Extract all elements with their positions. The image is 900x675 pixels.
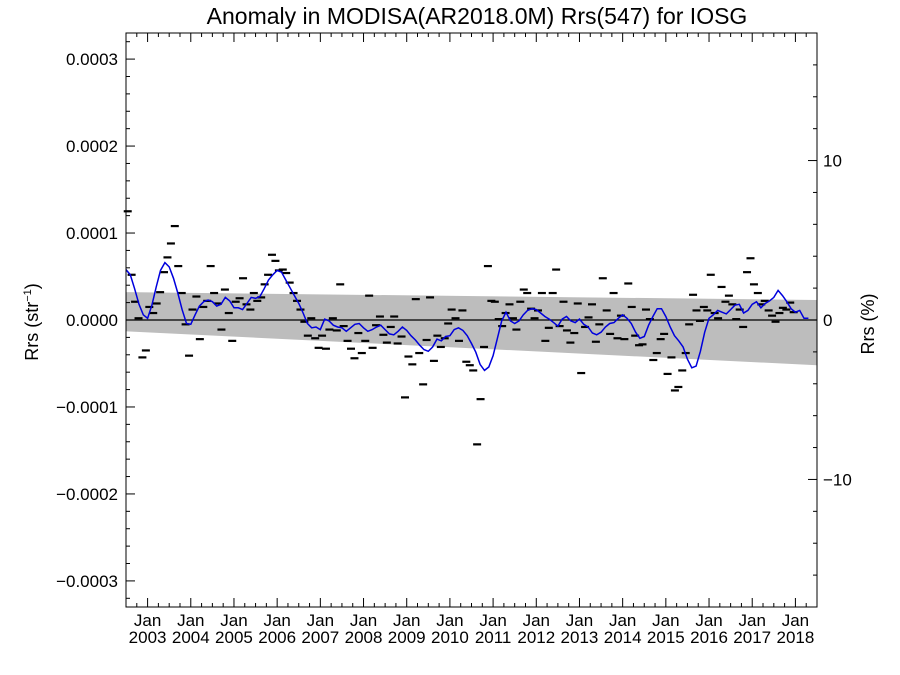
y2-axis-label: Rrs (%) bbox=[858, 294, 878, 355]
axes bbox=[125, 32, 818, 608]
x-tick-month: Jan bbox=[263, 611, 290, 630]
x-tick-year: 2004 bbox=[172, 628, 210, 647]
x-tick-year: 2015 bbox=[647, 628, 685, 647]
x-tick-year: 2006 bbox=[258, 628, 296, 647]
smoothed-anomaly-line bbox=[125, 261, 809, 372]
x-tick-month: Jan bbox=[782, 611, 809, 630]
x-tick-year: 2008 bbox=[345, 628, 383, 647]
x-tick-month: Jan bbox=[307, 611, 334, 630]
y-tick-label: 0.0000 bbox=[66, 311, 118, 330]
y-axis-label-superscript: −1 bbox=[22, 289, 34, 302]
x-tick-year: 2010 bbox=[431, 628, 469, 647]
x-tick-year: 2007 bbox=[301, 628, 339, 647]
y-tick-label: 0.0002 bbox=[66, 137, 118, 156]
x-tick-month: Jan bbox=[393, 611, 420, 630]
tick-labels: 0.0003 0.0002 0.0001 0.0000 −0.0001 −0.0002 −0… bbox=[56, 50, 852, 647]
y2-tick-label: −10 bbox=[823, 470, 852, 489]
x-tick-year: 2009 bbox=[388, 628, 426, 647]
x-tick-year: 2013 bbox=[561, 628, 599, 647]
x-tick-month: Jan bbox=[134, 611, 161, 630]
y-axis-label-close: ) bbox=[22, 283, 42, 289]
x-tick-year: 2003 bbox=[129, 628, 167, 647]
x-tick-month: Jan bbox=[566, 611, 593, 630]
x-tick-year: 2012 bbox=[517, 628, 555, 647]
trend-band-polygon bbox=[126, 292, 817, 366]
y-tick-label: 0.0001 bbox=[66, 224, 118, 243]
x-tick-year: 2017 bbox=[733, 628, 771, 647]
x-tick-year: 2011 bbox=[475, 628, 512, 647]
y-tick-label: −0.0002 bbox=[56, 485, 118, 504]
x-tick-month: Jan bbox=[609, 611, 636, 630]
x-tick-year: 2018 bbox=[776, 628, 814, 647]
chart-title: Anomaly in MODISA(AR2018.0M) Rrs(547) fo… bbox=[207, 3, 748, 29]
smoothed-line bbox=[125, 261, 809, 372]
trend-confidence-band bbox=[126, 292, 817, 366]
x-tick-month: Jan bbox=[479, 611, 506, 630]
x-tick-year: 2005 bbox=[215, 628, 253, 647]
y-tick-label: −0.0003 bbox=[56, 572, 118, 591]
x-tick-month: Jan bbox=[523, 611, 550, 630]
y2-tick-label: 0 bbox=[823, 311, 832, 330]
y2-tick-label: 10 bbox=[823, 152, 842, 171]
x-tick-month: Jan bbox=[436, 611, 463, 630]
x-tick-month: Jan bbox=[652, 611, 679, 630]
y-tick-label: −0.0001 bbox=[56, 398, 118, 417]
x-tick-year: 2016 bbox=[690, 628, 728, 647]
x-tick-month: Jan bbox=[739, 611, 766, 630]
y-tick-label: 0.0003 bbox=[66, 50, 118, 69]
x-tick-month: Jan bbox=[695, 611, 722, 630]
x-tick-month: Jan bbox=[220, 611, 247, 630]
x-tick-year: 2014 bbox=[604, 628, 642, 647]
x-tick-month: Jan bbox=[350, 611, 377, 630]
x-tick-month: Jan bbox=[177, 611, 204, 630]
y-axis-label: Rrs (str−1) bbox=[22, 283, 42, 361]
